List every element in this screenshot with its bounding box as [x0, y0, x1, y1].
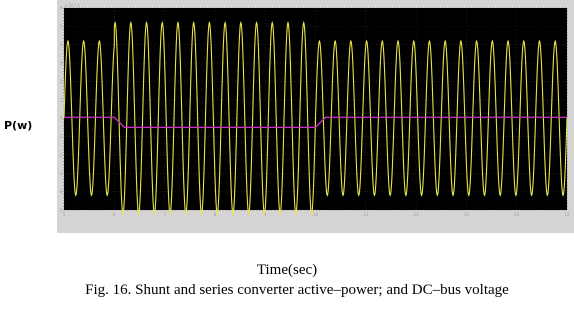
y-tick-label: -3 [59, 171, 63, 176]
y-tick-label: -1 [59, 134, 63, 139]
figure-caption: Fig. 16. Shunt and series converter acti… [30, 282, 564, 299]
y-tick-label: 1 [60, 97, 63, 102]
x-tick-label: 15 [564, 212, 570, 217]
axis-exponent-label: x 10^4 [65, 3, 80, 8]
x-tick-label: 5 [63, 212, 66, 217]
x-tick-label: 14 [514, 212, 520, 217]
x-tick-label: 10 [313, 212, 319, 217]
y-axis-label: P(w) [4, 119, 32, 132]
x-tick-label: 13 [464, 212, 470, 217]
x-tick-label: 12 [414, 212, 420, 217]
y-tick-label: -5 [59, 208, 63, 213]
y-tick-label: -2 [59, 152, 63, 157]
y-tick-label: 4 [60, 42, 63, 47]
x-tick-label: 6 [113, 212, 116, 217]
y-tick-label: 0 [60, 116, 63, 121]
y-tick-label: -4 [59, 189, 63, 194]
x-axis-label: Time(sec) [0, 262, 574, 279]
x-tick-label: 11 [363, 212, 369, 217]
y-tick-label: 6 [60, 6, 63, 11]
y-tick-label: 3 [60, 61, 63, 66]
x-tick-label: 7 [163, 212, 166, 217]
x-tick-label: 8 [214, 212, 217, 217]
y-tick-label: 2 [60, 79, 63, 84]
y-tick-label: 5 [60, 24, 63, 29]
